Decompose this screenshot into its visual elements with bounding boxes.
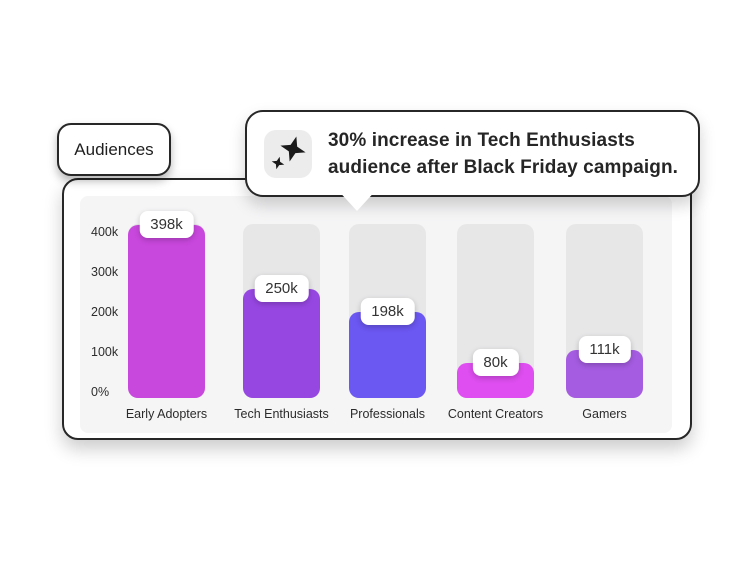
chart-column: 198k Professionals <box>349 196 426 433</box>
category-label: Gamers <box>582 407 627 421</box>
bar-tech-enthusiasts[interactable] <box>243 289 320 398</box>
value-label: 198k <box>360 298 415 325</box>
audiences-chart-card: 400k 300k 200k 100k 0% 398k Early Adopter… <box>62 178 692 440</box>
chart-panel: 400k 300k 200k 100k 0% 398k Early Adopter… <box>80 196 672 433</box>
category-label: Early Adopters <box>125 407 208 421</box>
y-axis-tick: 100k <box>91 345 119 359</box>
chart-column: 111k Gamers <box>566 196 643 433</box>
insight-text-line1: 30% increase in Tech Enthusiasts <box>328 129 635 151</box>
bar-professionals[interactable] <box>349 312 426 398</box>
y-axis-tick: 300k <box>91 265 119 279</box>
insight-text-line2: audience after Black Friday campaign. <box>328 156 679 178</box>
tab-audiences[interactable]: Audiences <box>57 123 171 176</box>
insight-text: 30% increase in Tech Enthusiasts audienc… <box>328 127 678 181</box>
y-axis-tick: 400k <box>91 225 119 239</box>
category-label: Tech Enthusiasts <box>234 407 329 421</box>
value-label: 111k <box>578 336 631 363</box>
value-label: 80k <box>472 349 519 376</box>
category-label: Professionals <box>349 407 426 421</box>
category-label: Content Creators <box>447 407 544 421</box>
chart-column: 80k Content Creators <box>448 196 543 433</box>
sparkle-icon <box>264 129 312 178</box>
value-label: 250k <box>254 275 309 302</box>
value-label: 398k <box>139 211 194 238</box>
bar-early-adopters[interactable] <box>128 225 205 398</box>
chart-column: 250k Tech Enthusiasts <box>234 196 329 433</box>
y-axis-tick: 200k <box>91 305 119 319</box>
y-axis-tick: 0% <box>91 385 110 399</box>
insight-tooltip: 30% increase in Tech Enthusiasts audienc… <box>245 110 700 211</box>
chart-column: 398k Early Adopters <box>126 196 207 433</box>
audiences-tab-label: Audiences <box>74 139 154 159</box>
